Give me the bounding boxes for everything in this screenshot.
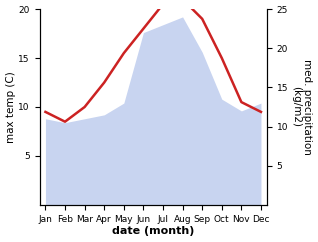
Y-axis label: max temp (C): max temp (C) [5,71,16,143]
X-axis label: date (month): date (month) [112,227,194,236]
Y-axis label: med. precipitation
(kg/m2): med. precipitation (kg/m2) [291,59,313,155]
